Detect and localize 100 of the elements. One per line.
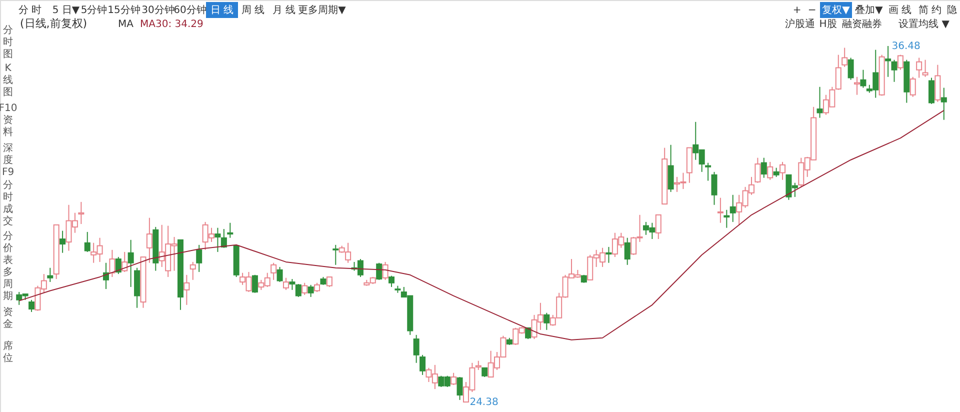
text: 更多周期▼	[298, 4, 346, 16]
candlestick	[376, 262, 382, 280]
candlestick	[835, 54, 842, 90]
text: 分价表	[2, 230, 13, 266]
text: H股	[819, 19, 837, 30]
candlestick	[122, 251, 128, 272]
candlestick	[184, 274, 190, 306]
candlestick	[109, 249, 116, 278]
text: 深度F9	[2, 142, 14, 178]
candlestick	[842, 47, 848, 68]
candlestick	[128, 239, 134, 288]
candlestick	[276, 266, 283, 282]
text: 分 时	[18, 4, 42, 16]
candlestick	[848, 57, 854, 80]
candlestick	[270, 262, 277, 280]
text: 分时图	[3, 24, 13, 60]
candlestick	[711, 171, 718, 206]
text: 叠加▼	[855, 4, 884, 16]
candlestick	[47, 267, 54, 282]
candlestick	[922, 59, 928, 78]
candlestick	[220, 228, 227, 248]
candlestick	[314, 282, 320, 292]
text: 多周期	[3, 266, 13, 302]
text: K线图	[3, 63, 13, 98]
candlestick	[891, 59, 898, 82]
candlestick	[730, 194, 736, 222]
candlestick	[860, 69, 866, 88]
candlestick	[78, 201, 84, 224]
text: +	[792, 5, 802, 16]
text: −	[808, 5, 816, 16]
candlestick	[196, 244, 202, 272]
candlestick	[326, 276, 332, 288]
candlestick	[928, 77, 934, 104]
candlestick	[885, 46, 892, 78]
candlestick	[289, 278, 296, 290]
candlestick	[60, 230, 66, 254]
text: 复权▼	[822, 4, 850, 16]
candlestick	[227, 222, 234, 238]
candlestick	[606, 246, 612, 264]
candlestick	[456, 376, 463, 400]
candlestick	[773, 167, 780, 178]
candlestick	[282, 277, 289, 290]
candlestick	[544, 312, 550, 330]
chart-title: (日线,前复权)	[20, 17, 88, 30]
text: 周 线	[241, 4, 265, 16]
text: 15分钟	[108, 4, 140, 16]
candlestick	[482, 367, 488, 378]
text: 席位	[3, 340, 13, 364]
text: 月 线	[272, 4, 296, 16]
candlestick	[382, 261, 388, 280]
candlestick	[780, 161, 786, 180]
candlestick	[854, 76, 860, 96]
candlestick	[724, 209, 730, 228]
candlestick	[760, 157, 767, 178]
candlestick	[332, 244, 339, 266]
text: 隐	[947, 4, 957, 16]
candlestick	[115, 256, 122, 275]
candlestick	[252, 274, 258, 294]
candlestick	[28, 299, 35, 312]
text: MA	[118, 19, 134, 30]
text: 60分钟	[174, 4, 206, 16]
candlestick	[897, 54, 904, 70]
candlestick	[668, 144, 674, 192]
candlestick	[475, 360, 482, 370]
text: 日 线	[210, 4, 234, 16]
text: 简 约	[918, 4, 942, 16]
candlestick	[450, 372, 457, 386]
text: 分时成交	[3, 179, 13, 227]
candlestick	[146, 217, 152, 264]
candlestick	[940, 87, 947, 120]
candlestick	[767, 161, 774, 180]
candlestick	[302, 282, 308, 296]
annotation: 24.38	[470, 397, 498, 408]
candlestick	[816, 86, 823, 118]
candlestick	[916, 57, 922, 78]
candlestick	[624, 237, 630, 266]
text: MA30: 34.29	[140, 19, 204, 30]
candlestick	[413, 334, 420, 364]
text: 30分钟	[142, 4, 174, 16]
text: 沪股通	[785, 18, 815, 30]
candlestick	[705, 162, 712, 182]
text: 设置均线 ▼	[898, 18, 950, 30]
text: 资金	[3, 306, 13, 330]
annotation: F10资料	[0, 103, 18, 138]
candlestick	[910, 76, 916, 98]
candlestick	[754, 157, 761, 184]
candlestick	[190, 261, 196, 280]
candlestick	[717, 197, 724, 224]
candlestick	[84, 231, 90, 252]
candlestick	[420, 354, 426, 376]
annotation: 36.48	[892, 41, 920, 52]
text: 融资融券	[842, 18, 882, 30]
candlestick	[388, 275, 395, 288]
candlestick	[655, 214, 662, 240]
candlestick	[214, 227, 221, 252]
text: 5分钟	[80, 4, 108, 16]
candlestick	[308, 284, 314, 298]
text: 5 日▼	[52, 5, 80, 16]
candlestick	[295, 284, 302, 298]
text: 画 线	[888, 4, 912, 16]
